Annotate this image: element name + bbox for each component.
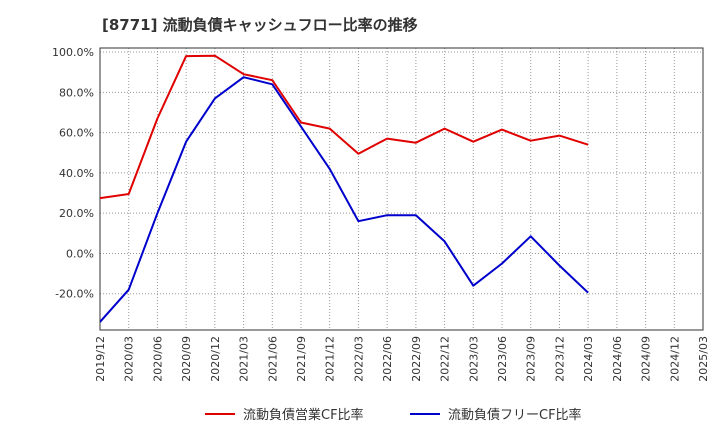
x-tick-label: 2024/03 (582, 336, 595, 382)
x-tick-label: 2023/06 (496, 336, 509, 382)
x-tick-label: 2022/12 (439, 336, 452, 382)
x-tick-label: 2024/06 (611, 336, 624, 382)
x-tick-label: 2024/09 (640, 336, 653, 382)
y-tick-label: 60.0% (59, 127, 94, 140)
chart-title: [8771] 流動負債キャッシュフロー比率の推移 (102, 16, 418, 34)
series-lines (100, 54, 589, 323)
legend-label-2: 流動負債フリーCF比率 (448, 407, 582, 423)
x-tick-label: 2025/03 (697, 336, 710, 382)
x-tick-label: 2021/03 (238, 336, 251, 382)
x-tick-label: 2021/09 (295, 336, 308, 382)
plot-frame (99, 47, 704, 331)
x-tick-label: 2020/06 (151, 336, 164, 382)
x-tick-label: 2023/09 (525, 336, 538, 382)
x-tick-label: 2020/09 (180, 336, 193, 382)
x-tick-label: 2022/03 (352, 336, 365, 382)
x-tick-label: 2022/06 (381, 336, 394, 382)
y-axis-ticks: 100.0% 80.0% 60.0% 40.0% 20.0% 0.0% -20.0% (52, 46, 94, 301)
x-tick-label: 2022/09 (410, 336, 423, 382)
plot-border (99, 47, 704, 331)
legend-label-1: 流動負債営業CF比率 (243, 407, 364, 423)
x-tick-label: 2021/12 (324, 336, 337, 382)
x-tick-label: 2020/03 (123, 336, 136, 382)
y-tick-label: 0.0% (66, 247, 94, 260)
y-tick-label: 20.0% (59, 207, 94, 220)
x-tick-label: 2021/06 (266, 336, 279, 382)
y-tick-label: 100.0% (52, 46, 94, 59)
x-tick-label: 2024/12 (668, 336, 681, 382)
x-tick-label: 2020/12 (209, 336, 222, 382)
x-tick-label: 2019/12 (94, 336, 107, 382)
legend: 流動負債営業CF比率 流動負債フリーCF比率 (205, 407, 582, 423)
y-tick-label: 40.0% (59, 167, 94, 180)
series-line-2 (100, 76, 589, 323)
y-tick-label: 80.0% (59, 86, 94, 99)
series-line-1 (100, 54, 589, 200)
y-tick-label: -20.0% (55, 288, 94, 301)
x-tick-label: 2023/12 (553, 336, 566, 382)
x-tick-label: 2023/03 (467, 336, 480, 382)
x-axis-ticks: 2019/12 2020/03 2020/06 2020/09 2020/12 2021/… (94, 336, 710, 382)
grid (100, 48, 703, 330)
